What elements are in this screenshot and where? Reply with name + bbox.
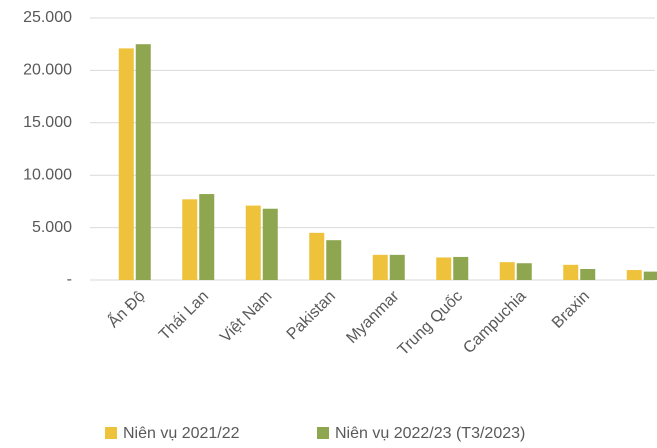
- bar: [453, 256, 469, 280]
- bar: [580, 268, 596, 280]
- x-tick-label: Thái Lan: [156, 288, 212, 344]
- x-tick-label: Campuchia: [460, 288, 529, 357]
- bar: [626, 270, 642, 280]
- legend-label: Niên vụ 2022/23 (T3/2023): [335, 425, 525, 442]
- x-tick-label: Myanmar: [343, 287, 403, 347]
- bar: [516, 263, 532, 280]
- bar: [326, 240, 342, 280]
- y-tick-label: 5.000: [32, 219, 72, 236]
- bar: [262, 208, 278, 280]
- bar: [309, 232, 325, 280]
- bar: [563, 264, 579, 280]
- bar: [372, 254, 388, 280]
- bar: [245, 205, 261, 280]
- x-tick-label: Ấn Độ: [104, 286, 149, 331]
- x-tick-label: Việt Nam: [217, 288, 275, 346]
- bar: [199, 194, 215, 280]
- legend-label: Niên vụ 2021/22: [123, 425, 240, 442]
- bar: [389, 254, 405, 280]
- y-tick-label: 25.000: [23, 9, 72, 26]
- legend-swatch: [105, 427, 117, 439]
- legend-swatch: [317, 427, 329, 439]
- x-tick-label: Braxin: [549, 288, 593, 332]
- bar: [118, 48, 134, 280]
- y-tick-label: -: [67, 271, 72, 288]
- bar: [436, 257, 452, 280]
- y-tick-label: 20.000: [23, 62, 72, 79]
- x-tick-label: Pakistan: [284, 288, 339, 343]
- bar: [643, 271, 657, 280]
- bar: [135, 44, 151, 281]
- bar: [499, 262, 515, 280]
- y-tick-label: 10.000: [23, 166, 72, 183]
- x-tick-label: Trung Quốc: [395, 288, 466, 359]
- bar: [182, 199, 198, 280]
- y-tick-label: 15.000: [23, 114, 72, 131]
